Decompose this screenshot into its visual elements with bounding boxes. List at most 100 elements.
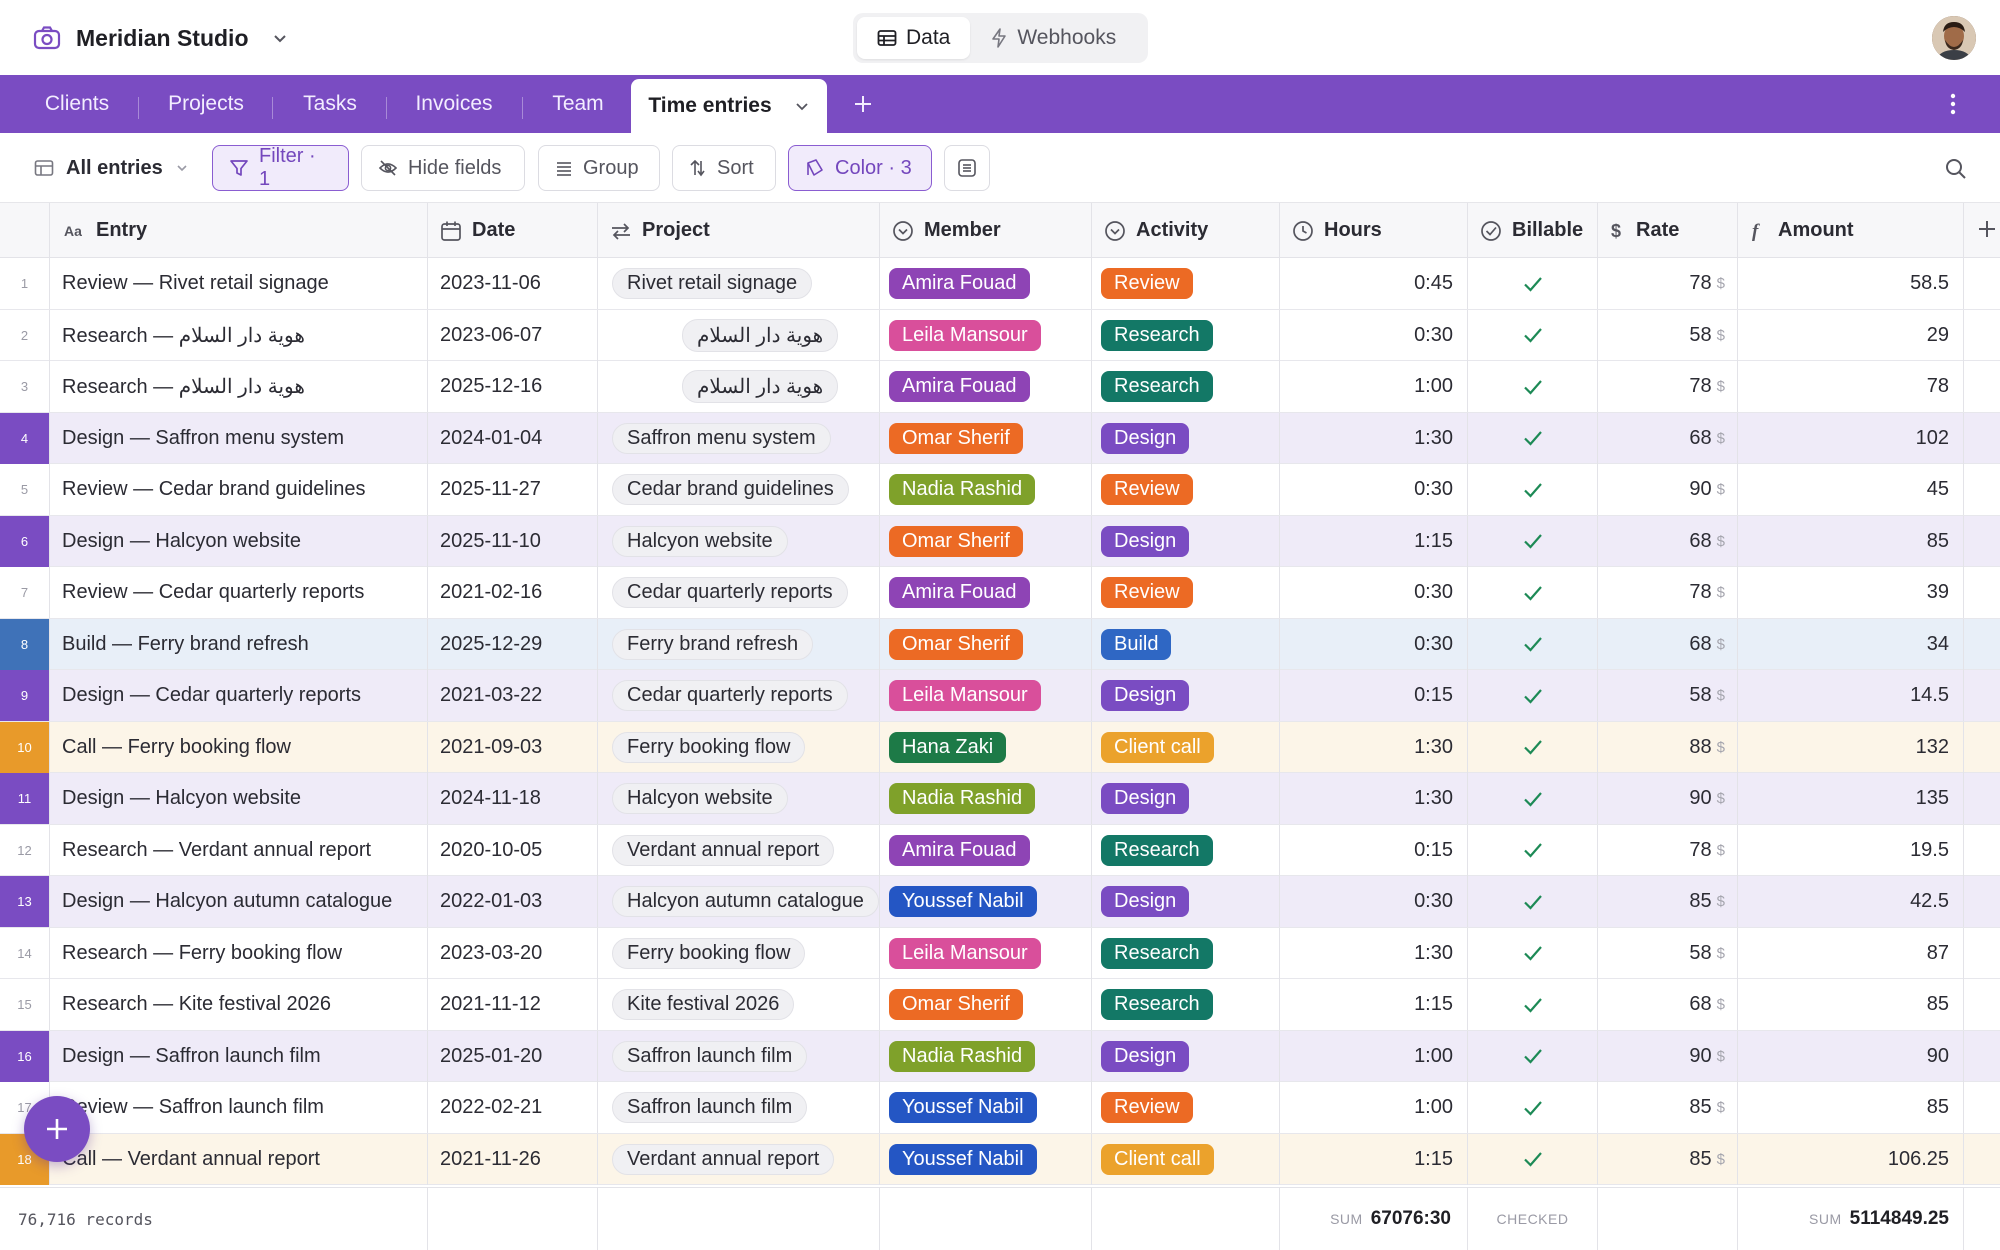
activity-cell[interactable]: Research xyxy=(1092,927,1280,979)
date-cell[interactable]: 2022-02-21 xyxy=(428,1082,598,1133)
row-height-button[interactable] xyxy=(944,145,990,191)
check-icon[interactable] xyxy=(1522,1148,1544,1170)
activity-cell[interactable]: Design xyxy=(1092,1030,1280,1082)
amount-cell[interactable]: 102 xyxy=(1738,412,1964,464)
column-header-rate[interactable]: $ Rate xyxy=(1598,203,1738,258)
date-cell[interactable]: 2023-03-20 xyxy=(428,927,598,979)
check-icon[interactable] xyxy=(1522,582,1544,604)
amount-cell[interactable]: 39 xyxy=(1738,567,1964,618)
rate-cell[interactable]: 68 $ xyxy=(1598,618,1738,670)
project-cell[interactable]: Ferry booking flow xyxy=(598,721,880,773)
billable-cell[interactable] xyxy=(1468,927,1598,979)
add-record-button[interactable] xyxy=(24,1096,90,1162)
amount-cell[interactable]: 132 xyxy=(1738,721,1964,773)
table-row[interactable]: 5 Review — Cedar brand guidelines 2025-11-… xyxy=(0,464,2000,516)
rate-cell[interactable]: 88 $ xyxy=(1598,721,1738,773)
date-cell[interactable]: 2021-11-12 xyxy=(428,979,598,1030)
tab-projects[interactable]: Projects xyxy=(150,75,262,133)
member-cell[interactable]: Amira Fouad xyxy=(880,361,1092,412)
member-cell[interactable]: Omar Sherif xyxy=(880,515,1092,567)
date-cell[interactable]: 2023-11-06 xyxy=(428,258,598,309)
amount-cell[interactable]: 85 xyxy=(1738,1082,1964,1133)
member-cell[interactable]: Nadia Rashid xyxy=(880,464,1092,515)
check-icon[interactable] xyxy=(1522,891,1544,913)
table-row[interactable]: 14 Research — Ferry booking flow 2023-03-2… xyxy=(0,927,2000,979)
column-header-entry[interactable]: Aa Entry xyxy=(50,203,428,258)
table-row[interactable]: 13 Design — Halcyon autumn catalogue 2022-… xyxy=(0,876,2000,928)
project-cell[interactable]: هوية دار السلام xyxy=(598,309,880,361)
member-cell[interactable]: Amira Fouad xyxy=(880,567,1092,618)
amount-cell[interactable]: 90 xyxy=(1738,1030,1964,1082)
date-cell[interactable]: 2025-11-10 xyxy=(428,515,598,567)
project-cell[interactable]: Ferry booking flow xyxy=(598,927,880,979)
hours-cell[interactable]: 0:30 xyxy=(1280,618,1468,670)
filter-button[interactable]: Filter · 1 xyxy=(212,145,349,191)
entry-cell[interactable]: Design — Saffron launch film xyxy=(50,1030,428,1082)
mode-data[interactable]: Data xyxy=(857,17,971,59)
tab-time-entries[interactable]: Time entries xyxy=(631,79,827,133)
activity-cell[interactable]: Research xyxy=(1092,979,1280,1030)
member-cell[interactable]: Omar Sherif xyxy=(880,412,1092,464)
date-cell[interactable]: 2021-02-16 xyxy=(428,567,598,618)
entry-cell[interactable]: Research — Verdant annual report xyxy=(50,824,428,876)
amount-summary[interactable]: SUM 5114849.25 xyxy=(1738,1188,1964,1250)
row-number-cell[interactable]: 2 xyxy=(0,309,50,361)
check-icon[interactable] xyxy=(1522,427,1544,449)
member-cell[interactable]: Youssef Nabil xyxy=(880,1082,1092,1133)
rate-cell[interactable]: 58 $ xyxy=(1598,927,1738,979)
date-cell[interactable]: 2021-03-22 xyxy=(428,670,598,721)
entry-cell[interactable]: Review — Rivet retail signage xyxy=(50,258,428,309)
check-icon[interactable] xyxy=(1522,942,1544,964)
rate-cell[interactable]: 85 $ xyxy=(1598,876,1738,927)
column-header-hours[interactable]: Hours xyxy=(1280,203,1468,258)
project-cell[interactable]: Saffron menu system xyxy=(598,412,880,464)
project-cell[interactable]: Saffron launch film xyxy=(598,1082,880,1133)
hide-fields-button[interactable]: Hide fields xyxy=(361,145,525,191)
row-number-cell[interactable]: 16 xyxy=(0,1030,50,1082)
hours-cell[interactable]: 0:45 xyxy=(1280,258,1468,309)
table-row[interactable]: 18 Call — Verdant annual report 2021-11-26… xyxy=(0,1133,2000,1185)
entry-cell[interactable]: Design — Cedar quarterly reports xyxy=(50,670,428,721)
activity-cell[interactable]: Research xyxy=(1092,309,1280,361)
tab-team[interactable]: Team xyxy=(534,75,622,133)
billable-cell[interactable] xyxy=(1468,567,1598,618)
activity-cell[interactable]: Research xyxy=(1092,824,1280,876)
billable-cell[interactable] xyxy=(1468,824,1598,876)
table-row[interactable]: 6 Design — Halcyon website 2025-11-10 Halcy… xyxy=(0,515,2000,567)
entry-cell[interactable]: Research — هوية دار السلام xyxy=(50,309,428,361)
row-number-cell[interactable]: 8 xyxy=(0,618,50,670)
amount-cell[interactable]: 58.5 xyxy=(1738,258,1964,309)
rate-cell[interactable]: 58 $ xyxy=(1598,670,1738,721)
table-row[interactable]: 15 Research — Kite festival 2026 2021-11-1… xyxy=(0,979,2000,1031)
date-cell[interactable]: 2024-01-04 xyxy=(428,412,598,464)
billable-cell[interactable] xyxy=(1468,1030,1598,1082)
tab-tasks[interactable]: Tasks xyxy=(284,75,376,133)
check-icon[interactable] xyxy=(1522,685,1544,707)
member-cell[interactable]: Hana Zaki xyxy=(880,721,1092,773)
column-header-date[interactable]: Date xyxy=(428,203,598,258)
project-cell[interactable]: هوية دار السلام xyxy=(598,361,880,412)
amount-cell[interactable]: 87 xyxy=(1738,927,1964,979)
amount-cell[interactable]: 106.25 xyxy=(1738,1133,1964,1185)
billable-cell[interactable] xyxy=(1468,515,1598,567)
hours-cell[interactable]: 1:00 xyxy=(1280,1030,1468,1082)
view-switcher[interactable]: All entries xyxy=(34,145,205,191)
billable-cell[interactable] xyxy=(1468,309,1598,361)
table-row[interactable]: 12 Research — Verdant annual report 2020-1… xyxy=(0,824,2000,876)
tab-clients[interactable]: Clients xyxy=(24,75,130,133)
project-cell[interactable]: Verdant annual report xyxy=(598,1133,880,1185)
hours-cell[interactable]: 1:30 xyxy=(1280,927,1468,979)
row-number-cell[interactable]: 10 xyxy=(0,721,50,773)
table-row[interactable]: 4 Design — Saffron menu system 2024-01-04 S… xyxy=(0,412,2000,464)
chevron-down-icon[interactable] xyxy=(794,98,810,114)
row-number-cell[interactable]: 7 xyxy=(0,567,50,618)
table-row[interactable]: 9 Design — Cedar quarterly reports 2021-03… xyxy=(0,670,2000,722)
entry-cell[interactable]: Design — Halcyon website xyxy=(50,773,428,824)
project-cell[interactable]: Cedar brand guidelines xyxy=(598,464,880,515)
billable-cell[interactable] xyxy=(1468,258,1598,309)
table-row[interactable]: 3 Research — هوية دار السلام 2025-12-16 هوي… xyxy=(0,361,2000,413)
check-icon[interactable] xyxy=(1522,633,1544,655)
column-header-activity[interactable]: Activity xyxy=(1092,203,1280,258)
amount-cell[interactable]: 45 xyxy=(1738,464,1964,515)
member-cell[interactable]: Nadia Rashid xyxy=(880,773,1092,824)
